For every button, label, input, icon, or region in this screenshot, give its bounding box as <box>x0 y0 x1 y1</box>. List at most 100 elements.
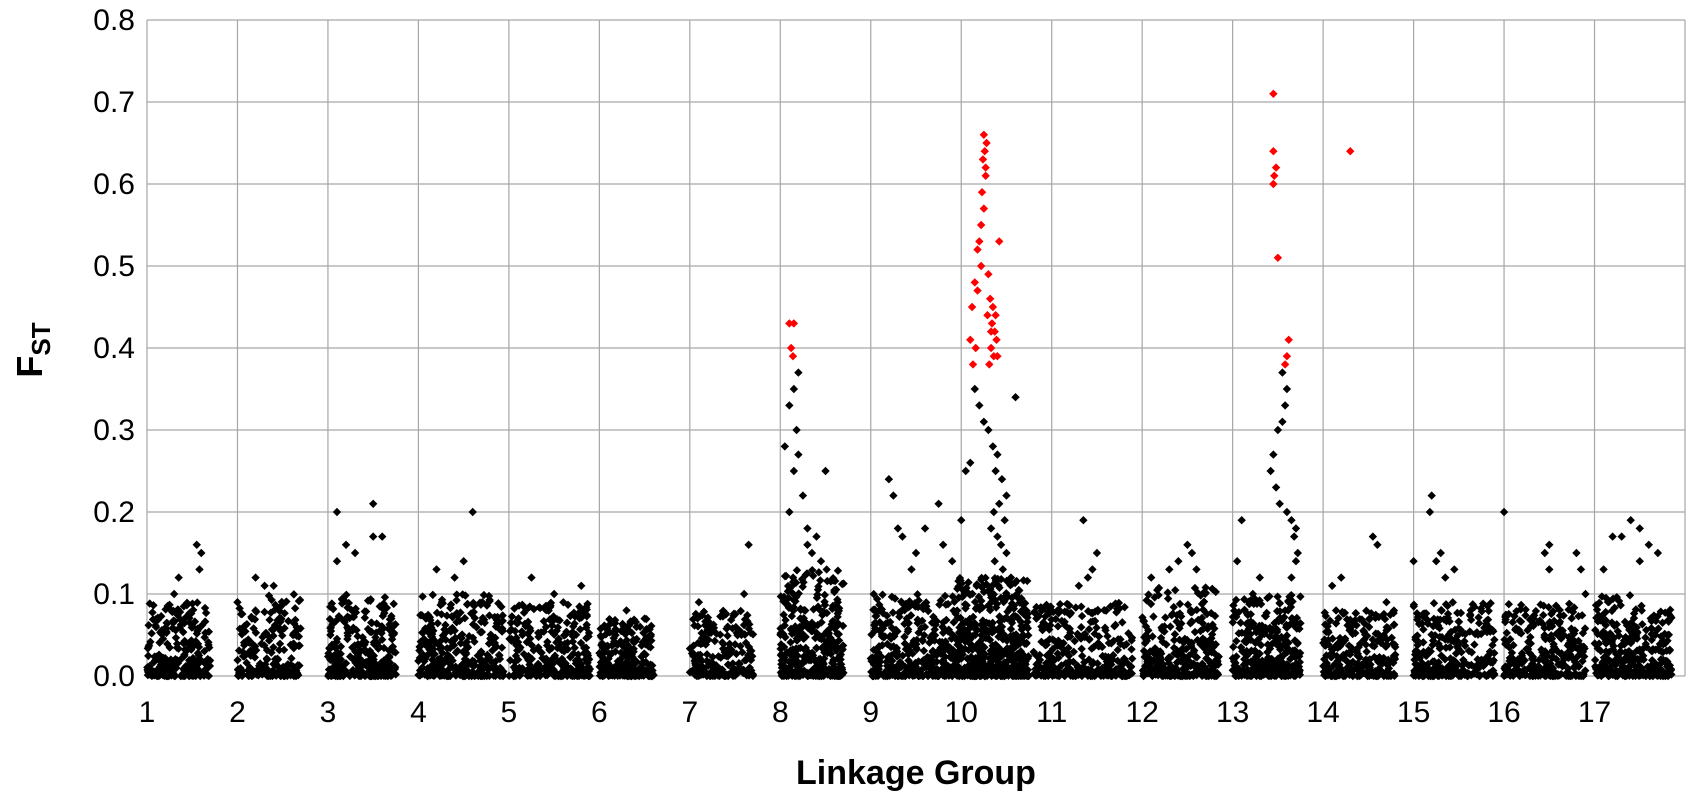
data-point <box>365 627 375 637</box>
data-point <box>1246 610 1256 619</box>
data-point <box>820 590 829 600</box>
data-point <box>1284 597 1293 607</box>
data-point <box>1074 581 1084 590</box>
data-point <box>1208 584 1217 594</box>
data-point <box>187 664 196 673</box>
data-point <box>1412 609 1422 618</box>
data-point <box>466 669 475 679</box>
data-point <box>1371 613 1380 623</box>
data-point <box>571 666 581 676</box>
data-point <box>1456 625 1465 635</box>
data-point <box>515 645 524 654</box>
data-point <box>898 532 907 541</box>
data-point <box>1057 643 1067 653</box>
data-point <box>1291 618 1300 627</box>
data-point <box>335 666 345 676</box>
data-point <box>527 641 536 650</box>
data-point <box>553 643 562 653</box>
data-point <box>635 622 645 632</box>
data-point <box>540 670 550 679</box>
data-point <box>968 631 978 641</box>
data-point <box>269 581 278 590</box>
data-point <box>972 654 982 663</box>
data-point <box>278 631 287 640</box>
data-point <box>1453 666 1462 676</box>
data-point <box>264 636 274 645</box>
data-point <box>275 639 285 648</box>
data-point <box>251 628 261 637</box>
data-point <box>469 598 478 608</box>
data-point <box>608 664 617 673</box>
data-point <box>448 613 457 622</box>
data-point <box>460 613 470 623</box>
data-point <box>893 524 903 533</box>
data-point <box>233 655 242 665</box>
data-point <box>1077 602 1086 611</box>
data-point <box>559 598 568 607</box>
data-point <box>736 606 745 616</box>
data-point <box>1296 619 1305 628</box>
data-point <box>1045 648 1054 658</box>
data-point <box>1243 628 1253 638</box>
data-point <box>730 640 740 649</box>
data-point <box>424 611 433 620</box>
data-point <box>1365 655 1375 664</box>
data-point <box>820 664 829 673</box>
data-point <box>991 655 1001 665</box>
data-point <box>149 601 158 610</box>
data-point <box>931 620 940 629</box>
data-point <box>737 665 747 675</box>
data-point <box>362 660 371 669</box>
data-point <box>427 632 437 642</box>
data-point <box>1488 658 1497 667</box>
data-point <box>595 648 604 658</box>
data-point <box>1409 557 1418 566</box>
data-point <box>874 607 883 616</box>
data-point <box>622 626 632 636</box>
data-point <box>1523 626 1532 635</box>
data-point <box>441 635 451 645</box>
data-point <box>1197 671 1207 681</box>
data-point <box>1093 607 1103 616</box>
data-point <box>463 643 473 652</box>
data-point <box>1361 640 1371 649</box>
data-point <box>448 656 457 665</box>
data-point <box>1320 655 1329 664</box>
data-point <box>900 639 910 648</box>
data-point <box>626 671 635 680</box>
data-point <box>917 624 926 633</box>
data-point <box>994 626 1003 636</box>
data-point <box>823 644 832 653</box>
data-point <box>1015 586 1024 595</box>
data-point <box>262 654 271 663</box>
data-point <box>739 668 748 678</box>
data-point <box>970 384 980 394</box>
data-point <box>1019 666 1029 675</box>
data-point <box>1331 619 1341 628</box>
data-point <box>1251 652 1261 661</box>
data-point <box>1200 587 1209 597</box>
data-point <box>391 620 400 629</box>
data-point <box>191 660 201 670</box>
data-point <box>1579 669 1588 679</box>
data-point <box>731 609 740 619</box>
data-point <box>1515 671 1524 680</box>
data-point <box>1107 660 1116 669</box>
data-point <box>1379 630 1389 640</box>
data-point <box>1276 652 1286 661</box>
data-point <box>902 644 911 653</box>
data-point <box>962 628 972 637</box>
data-point <box>271 600 280 610</box>
data-point <box>936 596 945 605</box>
data-point <box>1016 607 1026 616</box>
data-point <box>810 668 820 678</box>
data-point <box>625 643 634 653</box>
data-point <box>1555 605 1564 615</box>
data-point <box>1441 573 1450 582</box>
data-point <box>872 594 882 604</box>
data-point <box>1293 638 1302 647</box>
data-point <box>435 644 445 654</box>
data-point <box>1565 599 1574 608</box>
data-point <box>1278 417 1287 426</box>
data-point <box>367 618 377 628</box>
